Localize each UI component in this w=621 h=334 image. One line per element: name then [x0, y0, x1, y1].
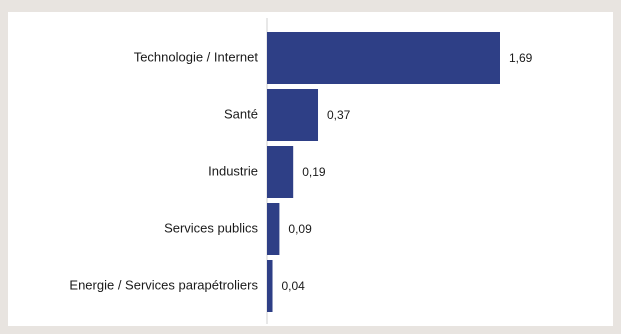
category-label-1: Santé [224, 106, 258, 121]
value-label-4: 0,04 [282, 279, 306, 293]
category-label-0: Technologie / Internet [134, 49, 259, 64]
bar-4 [267, 260, 273, 312]
value-label-2: 0,19 [302, 165, 326, 179]
category-labels-group: Technologie / Internet Santé Industrie Serv… [69, 49, 258, 292]
bar-2 [267, 146, 294, 198]
value-label-3: 0,09 [288, 222, 312, 236]
category-label-4: Energie / Services parapétroliers [69, 277, 258, 292]
category-label-3: Services publics [164, 220, 258, 235]
value-label-1: 0,37 [327, 108, 351, 122]
bar-3 [267, 203, 280, 255]
bar-0 [267, 32, 500, 84]
bar-1 [267, 89, 319, 141]
bars-group [267, 32, 500, 312]
bar-chart: Technologie / Internet Santé Industrie Serv… [69, 18, 533, 324]
category-label-2: Industrie [208, 163, 258, 178]
value-labels-group: 1,69 0,37 0,19 0,09 0,04 [282, 51, 533, 293]
chart-panel: Technologie / Internet Santé Industrie Serv… [8, 12, 613, 326]
value-label-0: 1,69 [509, 51, 533, 65]
